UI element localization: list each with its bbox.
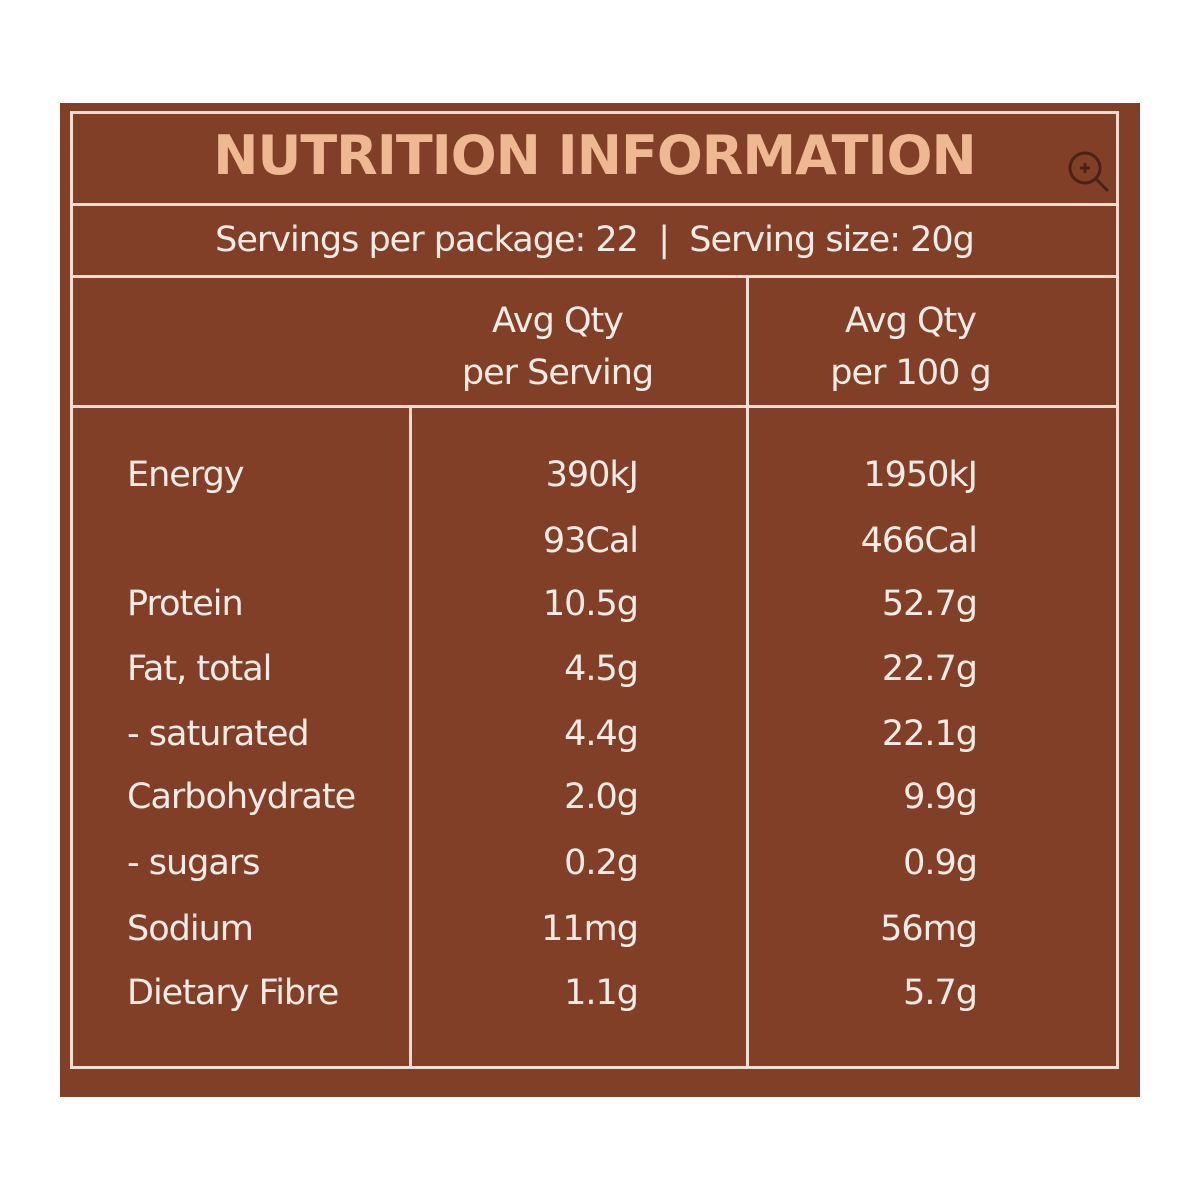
- row-label: Protein: [127, 584, 244, 624]
- border-bottom: [71, 1066, 1119, 1069]
- value-per-100g: 22.1g: [881, 714, 978, 754]
- value-per-100g: 56mg: [880, 909, 978, 949]
- value-per-100g: 0.9g: [903, 843, 978, 883]
- value-per-serving: 93Cal: [542, 521, 639, 561]
- border-top: [71, 111, 1119, 114]
- value-per-serving: 10.5g: [542, 584, 639, 624]
- zoom-in-icon[interactable]: [1064, 147, 1114, 197]
- value-per-serving: 0.2g: [564, 843, 639, 883]
- header-per-serving: Avg Qty per Serving: [410, 295, 705, 399]
- header-line: per 100 g: [830, 353, 991, 393]
- value-per-serving: 11mg: [541, 909, 639, 949]
- value-per-serving: 4.5g: [564, 649, 639, 689]
- nutrition-panel: [60, 103, 1140, 1097]
- header-per-100g: Avg Qty per 100 g: [748, 295, 1073, 399]
- row-label: Dietary Fibre: [127, 973, 339, 1013]
- header-line: Avg Qty: [845, 301, 977, 341]
- divider-servings: [71, 275, 1119, 278]
- value-per-serving: 1.1g: [564, 973, 639, 1013]
- value-per-serving: 390kJ: [545, 455, 639, 495]
- divider-title: [71, 203, 1119, 206]
- value-per-100g: 1950kJ: [863, 455, 978, 495]
- servings-info: Servings per package: 22 | Serving size:…: [215, 220, 975, 260]
- row-label: - saturated: [127, 714, 310, 754]
- header-line: Avg Qty: [492, 301, 624, 341]
- value-per-100g: 52.7g: [881, 584, 978, 624]
- value-per-100g: 466Cal: [860, 521, 978, 561]
- divider-header: [71, 405, 1119, 408]
- value-per-serving: 2.0g: [564, 777, 639, 817]
- border-right: [1116, 111, 1119, 1069]
- value-per-100g: 22.7g: [881, 649, 978, 689]
- page-title: NUTRITION INFORMATION: [213, 124, 976, 187]
- value-per-100g: 5.7g: [903, 973, 978, 1013]
- value-per-serving: 4.4g: [564, 714, 639, 754]
- header-line: per Serving: [461, 353, 654, 393]
- divider-col1: [409, 405, 412, 1069]
- row-label: - sugars: [127, 843, 260, 883]
- row-label: Fat, total: [127, 649, 272, 689]
- value-per-100g: 9.9g: [903, 777, 978, 817]
- row-label: Energy: [127, 455, 245, 495]
- row-label: Carbohydrate: [127, 777, 356, 817]
- divider-col2: [746, 275, 749, 1069]
- border-left: [70, 111, 73, 1069]
- row-label: Sodium: [127, 909, 254, 949]
